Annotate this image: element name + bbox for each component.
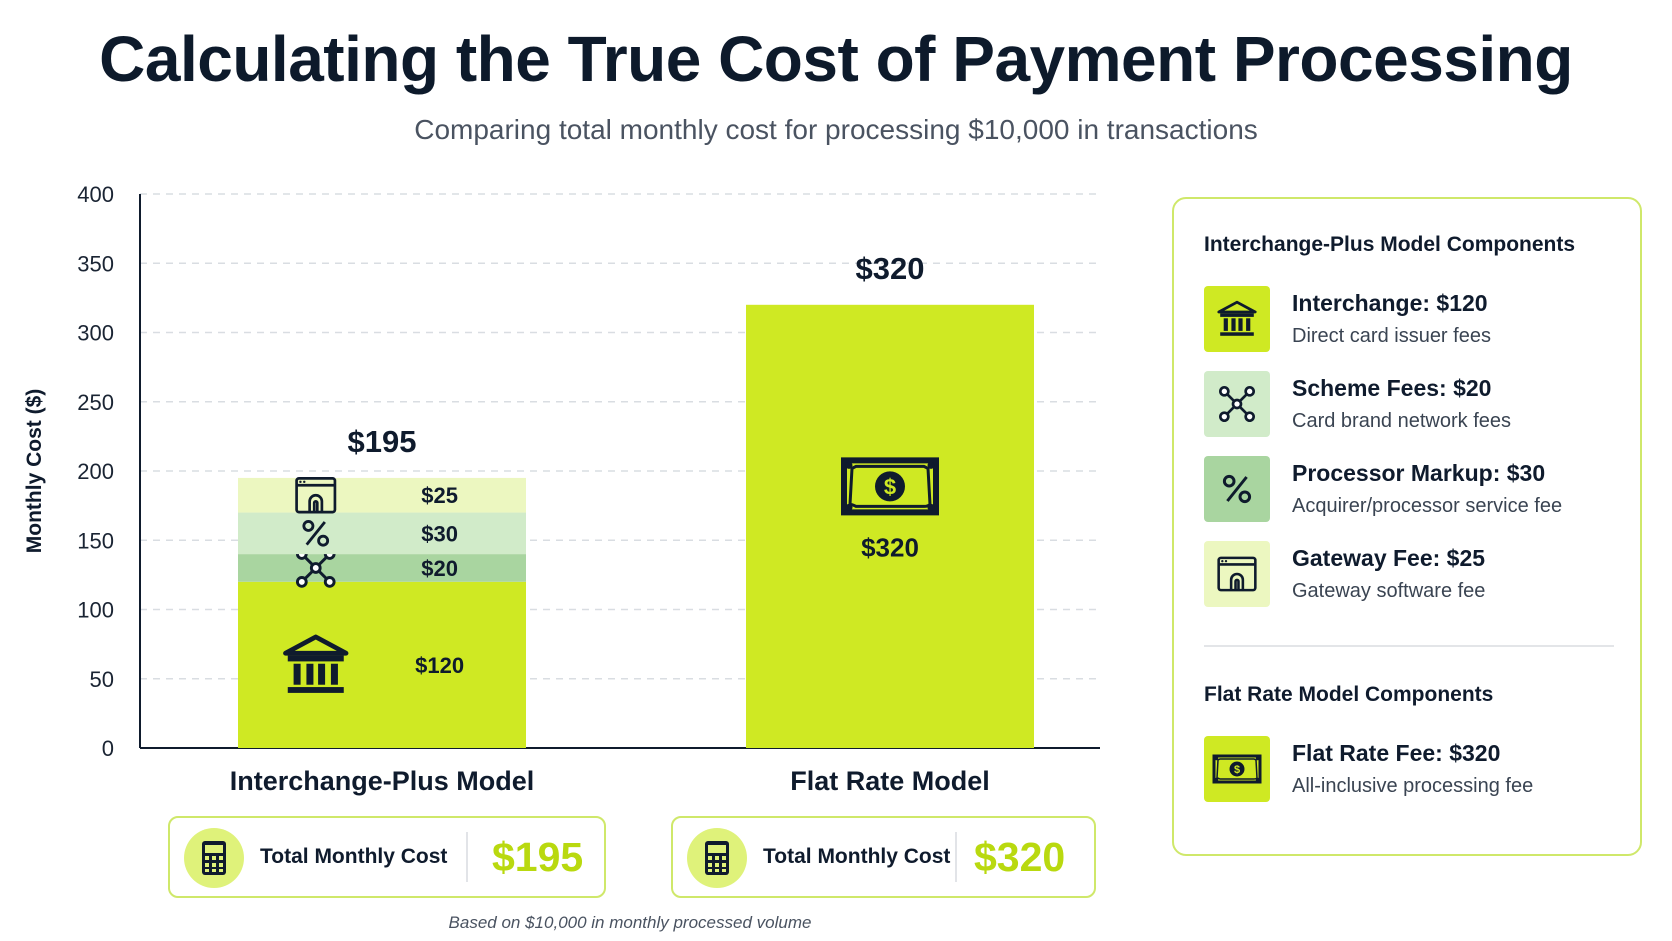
bar-segment-interchange bbox=[238, 581, 526, 748]
bar-segment-processor-markup bbox=[238, 512, 526, 555]
segment-value-label: $20 bbox=[421, 556, 458, 581]
y-tick-label: 300 bbox=[77, 321, 114, 346]
total-cost-value: $195 bbox=[492, 834, 584, 880]
bar-segment-scheme-fees bbox=[238, 554, 526, 582]
total-cost-label: Total Monthly Cost bbox=[260, 845, 448, 868]
bank-icon bbox=[1204, 286, 1270, 352]
legend-item-scheme-fees: Scheme Fees: $20 Card brand network fees bbox=[1204, 371, 1624, 439]
segment-value-label: $25 bbox=[421, 483, 458, 508]
bar-total-label: $195 bbox=[348, 424, 417, 459]
browser-gateway-icon bbox=[1204, 541, 1270, 607]
segment-value-label: $320 bbox=[861, 532, 919, 562]
footnote: Based on $10,000 in monthly processed vo… bbox=[448, 913, 812, 932]
legend-item-gateway-fee: Gateway Fee: $25 Gateway software fee bbox=[1204, 541, 1624, 609]
divider bbox=[955, 832, 957, 882]
x-category-label: Flat Rate Model bbox=[790, 766, 990, 796]
interchange-plus-legend-heading: Interchange-Plus Model Components bbox=[1204, 233, 1576, 256]
legend-item-desc: Gateway software fee bbox=[1292, 580, 1486, 602]
y-tick-label: 0 bbox=[102, 736, 114, 761]
y-tick-label: 100 bbox=[77, 598, 114, 623]
legend-item-desc: Card brand network fees bbox=[1292, 410, 1512, 432]
legend-item-title: Processor Markup: $30 bbox=[1292, 460, 1546, 486]
legend-item-title: Gateway Fee: $25 bbox=[1292, 545, 1486, 571]
total-cost-card-interchange-plus: Total Monthly Cost $195 bbox=[168, 816, 606, 898]
legend-item-desc: Acquirer/processor service fee bbox=[1292, 495, 1563, 517]
components-legend-panel: Interchange-Plus Model Components Interc… bbox=[1172, 197, 1642, 856]
total-cost-value: $320 bbox=[974, 834, 1066, 880]
legend-item-desc: Direct card issuer fees bbox=[1292, 325, 1491, 347]
legend-item-flat-rate-fee: Flat Rate Fee: $320 All-inclusive proces… bbox=[1204, 736, 1624, 804]
chart-subtitle: Comparing total monthly cost for process… bbox=[414, 114, 1258, 145]
network-icon bbox=[1204, 371, 1270, 437]
bar-segment-gateway-fee bbox=[238, 477, 526, 513]
percent-icon bbox=[1204, 456, 1270, 522]
money-bill-icon bbox=[1204, 736, 1270, 802]
total-cost-label: Total Monthly Cost bbox=[763, 845, 951, 868]
legend-item-title: Scheme Fees: $20 bbox=[1292, 375, 1492, 401]
y-tick-label: 350 bbox=[77, 251, 114, 276]
segment-value-label: $120 bbox=[415, 653, 464, 678]
stacked-bar-chart: 0 50 100 150 200 250 300 350 400 Monthly Cost ($)… bbox=[23, 182, 1100, 796]
total-cost-card-flat-rate: Total Monthly Cost $320 bbox=[671, 816, 1096, 898]
y-tick-label: 250 bbox=[77, 390, 114, 415]
divider bbox=[466, 832, 468, 882]
legend-item-desc: All-inclusive processing fee bbox=[1292, 775, 1534, 797]
bar-segment-flat-rate-fee bbox=[746, 304, 1034, 748]
chart-title: Calculating the True Cost of Payment Pro… bbox=[99, 23, 1573, 95]
calculator-icon bbox=[687, 828, 747, 888]
legend-divider bbox=[1204, 645, 1614, 647]
y-axis-label: Monthly Cost ($) bbox=[23, 389, 46, 553]
y-tick-label: 150 bbox=[77, 528, 114, 553]
segment-value-label: $30 bbox=[421, 521, 458, 546]
y-tick-label: 50 bbox=[90, 667, 114, 692]
legend-item-processor-markup: Processor Markup: $30 Acquirer/processor… bbox=[1204, 456, 1624, 524]
calculator-icon bbox=[184, 828, 244, 888]
y-tick-label: 200 bbox=[77, 459, 114, 484]
y-tick-label: 400 bbox=[77, 182, 114, 207]
legend-item-interchange: Interchange: $120 Direct card issuer fee… bbox=[1204, 286, 1624, 354]
bar-total-label: $320 bbox=[856, 251, 925, 286]
legend-item-title: Interchange: $120 bbox=[1292, 290, 1488, 316]
x-category-label: Interchange-Plus Model bbox=[230, 766, 535, 796]
legend-item-title: Flat Rate Fee: $320 bbox=[1292, 740, 1501, 766]
flat-rate-legend-heading: Flat Rate Model Components bbox=[1204, 683, 1494, 706]
